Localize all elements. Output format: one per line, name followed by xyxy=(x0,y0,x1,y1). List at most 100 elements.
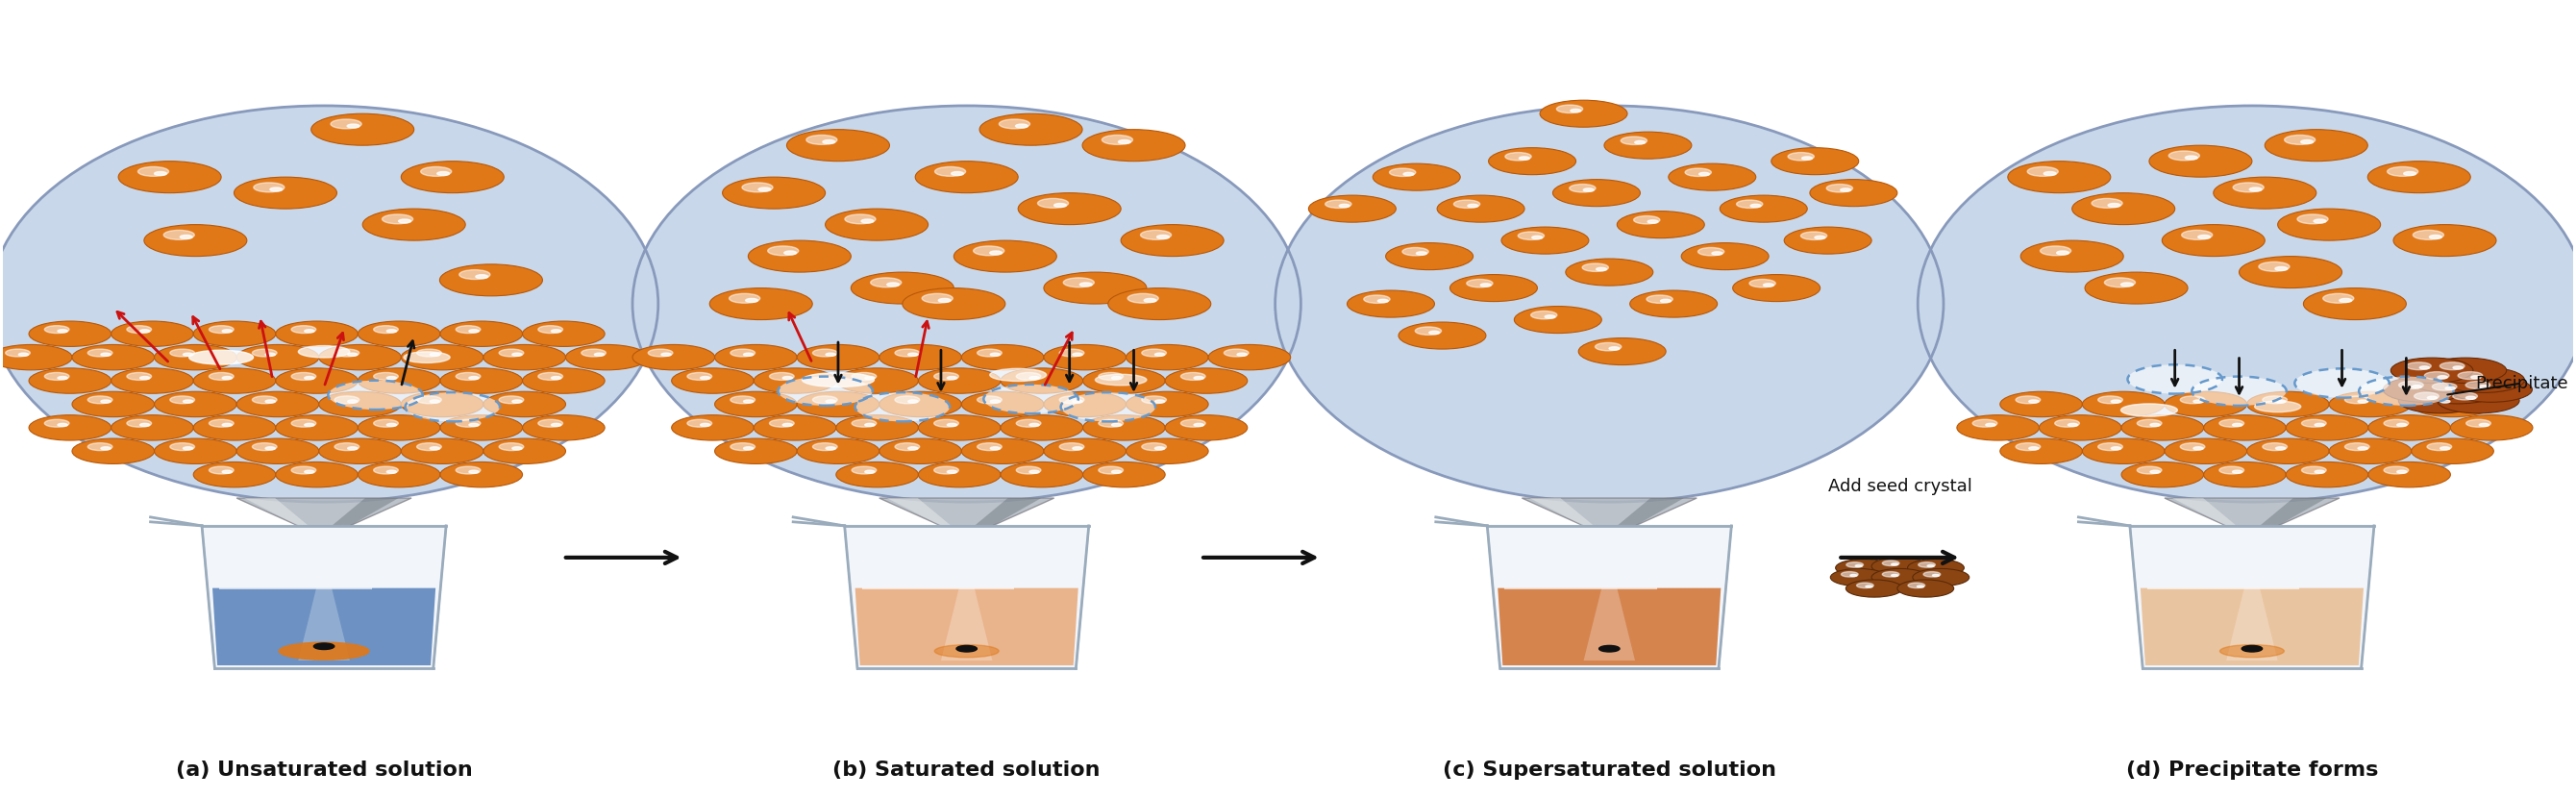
Circle shape xyxy=(744,353,752,356)
Circle shape xyxy=(1072,400,1082,403)
Circle shape xyxy=(796,438,878,464)
Circle shape xyxy=(2233,470,2241,473)
Ellipse shape xyxy=(0,105,659,502)
Circle shape xyxy=(2442,367,2524,393)
Circle shape xyxy=(806,135,837,144)
Circle shape xyxy=(2427,397,2437,399)
Circle shape xyxy=(732,443,755,451)
Circle shape xyxy=(2213,177,2316,209)
Circle shape xyxy=(755,368,837,393)
Circle shape xyxy=(500,396,523,404)
Circle shape xyxy=(935,373,958,380)
Circle shape xyxy=(778,377,873,405)
Circle shape xyxy=(1113,470,1121,473)
Circle shape xyxy=(348,400,358,403)
Circle shape xyxy=(1669,164,1757,191)
Circle shape xyxy=(1713,251,1723,255)
Circle shape xyxy=(139,167,170,176)
Ellipse shape xyxy=(1275,105,1942,502)
Circle shape xyxy=(721,177,824,209)
Circle shape xyxy=(909,353,917,356)
Circle shape xyxy=(386,330,397,333)
Circle shape xyxy=(886,282,899,286)
Circle shape xyxy=(2164,438,2246,464)
Circle shape xyxy=(374,373,399,380)
Circle shape xyxy=(2020,240,2123,272)
Circle shape xyxy=(2300,420,2326,427)
Circle shape xyxy=(1144,298,1157,302)
Circle shape xyxy=(440,415,523,440)
Circle shape xyxy=(420,167,451,176)
Circle shape xyxy=(1417,251,1427,255)
Circle shape xyxy=(2450,377,2532,402)
Circle shape xyxy=(1752,204,1762,207)
Circle shape xyxy=(1180,420,1206,427)
Circle shape xyxy=(2398,470,2406,473)
Circle shape xyxy=(319,345,402,370)
Circle shape xyxy=(402,345,484,370)
Circle shape xyxy=(1324,200,1352,208)
Circle shape xyxy=(1850,575,1857,576)
Circle shape xyxy=(1038,199,1069,208)
Circle shape xyxy=(304,424,314,426)
Circle shape xyxy=(2030,447,2038,450)
Circle shape xyxy=(1103,135,1133,144)
Circle shape xyxy=(155,438,237,464)
Circle shape xyxy=(1584,188,1595,192)
Circle shape xyxy=(456,326,482,334)
Circle shape xyxy=(469,424,479,426)
Circle shape xyxy=(335,349,358,357)
Circle shape xyxy=(2437,376,2447,379)
Circle shape xyxy=(1401,247,1430,255)
Circle shape xyxy=(1917,586,1924,587)
Circle shape xyxy=(2262,443,2287,451)
Circle shape xyxy=(989,251,1002,255)
Circle shape xyxy=(1224,349,1249,357)
Circle shape xyxy=(770,420,793,427)
Circle shape xyxy=(2259,262,2290,271)
Circle shape xyxy=(1909,583,1924,588)
Circle shape xyxy=(402,392,484,417)
Circle shape xyxy=(2151,470,2161,473)
Circle shape xyxy=(88,396,113,404)
Circle shape xyxy=(2393,224,2496,256)
Circle shape xyxy=(853,373,876,380)
Circle shape xyxy=(111,368,193,393)
Circle shape xyxy=(1043,272,1146,304)
Circle shape xyxy=(417,396,440,404)
Circle shape xyxy=(744,400,752,403)
Circle shape xyxy=(1515,306,1602,334)
Circle shape xyxy=(2411,438,2494,464)
Circle shape xyxy=(72,345,155,370)
Circle shape xyxy=(2329,392,2411,417)
Polygon shape xyxy=(940,588,992,661)
Circle shape xyxy=(2339,298,2352,302)
Circle shape xyxy=(1386,243,1473,270)
Circle shape xyxy=(183,353,193,356)
Circle shape xyxy=(1517,231,1543,239)
Circle shape xyxy=(222,424,232,426)
Circle shape xyxy=(1636,140,1646,144)
Circle shape xyxy=(2027,167,2058,176)
Circle shape xyxy=(1121,224,1224,256)
Circle shape xyxy=(1236,353,1247,356)
Circle shape xyxy=(2128,365,2223,393)
Circle shape xyxy=(1698,247,1723,255)
Circle shape xyxy=(582,349,605,357)
Circle shape xyxy=(252,396,276,404)
Circle shape xyxy=(2313,219,2326,223)
Circle shape xyxy=(714,392,796,417)
Circle shape xyxy=(2112,400,2120,403)
Circle shape xyxy=(417,443,440,451)
Circle shape xyxy=(1857,583,1873,588)
Circle shape xyxy=(513,353,523,356)
Circle shape xyxy=(2148,145,2251,177)
Circle shape xyxy=(2043,172,2056,176)
Circle shape xyxy=(430,447,440,450)
Circle shape xyxy=(701,424,711,426)
Circle shape xyxy=(837,368,917,393)
Circle shape xyxy=(440,264,544,296)
Circle shape xyxy=(2357,447,2367,450)
Circle shape xyxy=(72,438,155,464)
Circle shape xyxy=(2357,400,2367,403)
